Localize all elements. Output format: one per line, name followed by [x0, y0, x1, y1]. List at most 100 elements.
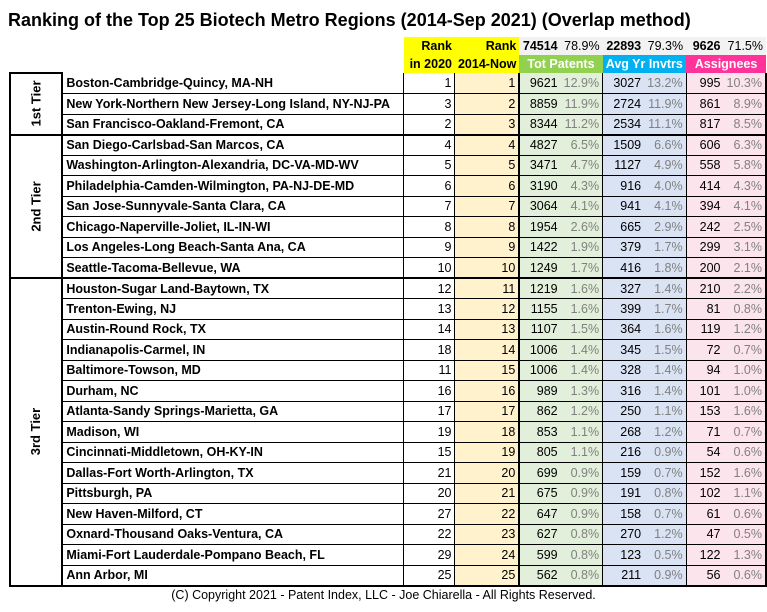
cell-asg: 72 — [686, 340, 723, 361]
cell-pat: 862 — [519, 401, 560, 422]
cell-pat: 1155 — [519, 299, 560, 320]
cell-invp: 0.7% — [644, 504, 686, 525]
cell-inv: 1127 — [603, 155, 645, 176]
cell-rnow: 17 — [455, 401, 519, 422]
cell-patp: 0.8% — [561, 524, 603, 545]
table-row: San Francisco-Oakland-Fremont, CA2383441… — [10, 114, 766, 135]
cell-patp: 1.1% — [561, 442, 603, 463]
cell-inv: 941 — [603, 196, 645, 217]
ranking-table: Rank Rank 74514 78.9% 22893 79.3% 9626 7… — [9, 37, 767, 587]
rank-2020-label: in 2020 — [404, 55, 455, 73]
cell-pat: 1249 — [519, 258, 560, 279]
cell-asg: 153 — [686, 401, 723, 422]
table-row: Atlanta-Sandy Springs-Marietta, GA171786… — [10, 401, 766, 422]
cell-r2020: 19 — [404, 422, 455, 443]
assignees-header: Assignees — [686, 55, 766, 73]
cell-pat: 9621 — [519, 73, 560, 94]
cell-invp: 4.1% — [644, 196, 686, 217]
cell-rnow: 5 — [455, 155, 519, 176]
cell-patp: 1.1% — [561, 422, 603, 443]
cell-pat: 3471 — [519, 155, 560, 176]
cell-r2020: 12 — [404, 278, 455, 299]
cell-asg: 995 — [686, 73, 723, 94]
cell-r2020: 27 — [404, 504, 455, 525]
cell-asg: 61 — [686, 504, 723, 525]
cell-asg: 47 — [686, 524, 723, 545]
cell-invp: 0.7% — [644, 463, 686, 484]
cell-rnow: 9 — [455, 237, 519, 258]
cell-pat: 1954 — [519, 217, 560, 238]
copyright-footer: (C) Copyright 2021 - Patent Index, LLC -… — [0, 588, 767, 602]
cell-asgp: 0.7% — [724, 422, 766, 443]
table-row: Seattle-Tacoma-Bellevue, WA101012491.7%4… — [10, 258, 766, 279]
cell-patp: 0.8% — [561, 565, 603, 586]
cell-inv: 216 — [603, 442, 645, 463]
table-row: 2nd TierSan Diego-Carlsbad-San Marcos, C… — [10, 135, 766, 156]
cell-inv: 2534 — [603, 114, 645, 135]
cell-pat: 1006 — [519, 340, 560, 361]
cell-asg: 81 — [686, 299, 723, 320]
cell-patp: 4.1% — [561, 196, 603, 217]
cell-patp: 11.9% — [561, 94, 603, 115]
cell-rnow: 24 — [455, 545, 519, 566]
cell-rnow: 10 — [455, 258, 519, 279]
cell-invp: 1.2% — [644, 524, 686, 545]
region-name: New Haven-Milford, CT — [62, 504, 403, 525]
cell-patp: 4.7% — [561, 155, 603, 176]
cell-patp: 1.3% — [561, 381, 603, 402]
region-name: Pittsburgh, PA — [62, 483, 403, 504]
cell-asg: 242 — [686, 217, 723, 238]
cell-asgp: 4.1% — [724, 196, 766, 217]
tier-label: 3rd Tier — [10, 278, 62, 586]
cell-asg: 200 — [686, 258, 723, 279]
cell-r2020: 5 — [404, 155, 455, 176]
assignees-total-pct: 71.5% — [724, 37, 766, 55]
cell-inv: 916 — [603, 176, 645, 197]
region-name: San Francisco-Oakland-Fremont, CA — [62, 114, 403, 135]
cell-inv: 268 — [603, 422, 645, 443]
cell-rnow: 1 — [455, 73, 519, 94]
cell-asgp: 2.2% — [724, 278, 766, 299]
cell-asgp: 8.9% — [724, 94, 766, 115]
region-name: Durham, NC — [62, 381, 403, 402]
cell-patp: 0.9% — [561, 463, 603, 484]
inventors-header: Avg Yr Invtrs — [603, 55, 686, 73]
cell-rnow: 12 — [455, 299, 519, 320]
region-name: Philadelphia-Camden-Wilmington, PA-NJ-DE… — [62, 176, 403, 197]
region-name: Cincinnati-Middletown, OH-KY-IN — [62, 442, 403, 463]
cell-inv: 2724 — [603, 94, 645, 115]
cell-pat: 562 — [519, 565, 560, 586]
cell-asgp: 1.1% — [724, 483, 766, 504]
cell-r2020: 15 — [404, 442, 455, 463]
cell-r2020: 1 — [404, 73, 455, 94]
region-name: Baltimore-Towson, MD — [62, 360, 403, 381]
cell-patp: 1.4% — [561, 360, 603, 381]
cell-inv: 123 — [603, 545, 645, 566]
table-row: Washington-Arlington-Alexandria, DC-VA-M… — [10, 155, 766, 176]
cell-rnow: 13 — [455, 319, 519, 340]
cell-r2020: 21 — [404, 463, 455, 484]
cell-r2020: 8 — [404, 217, 455, 238]
cell-r2020: 6 — [404, 176, 455, 197]
cell-rnow: 16 — [455, 381, 519, 402]
tier-label-text: 1st Tier — [29, 81, 44, 127]
cell-asg: 210 — [686, 278, 723, 299]
cell-invp: 0.9% — [644, 565, 686, 586]
table-row: Los Angeles-Long Beach-Santa Ana, CA9914… — [10, 237, 766, 258]
cell-patp: 1.9% — [561, 237, 603, 258]
cell-inv: 270 — [603, 524, 645, 545]
cell-pat: 4827 — [519, 135, 560, 156]
cell-pat: 805 — [519, 442, 560, 463]
cell-invp: 1.1% — [644, 401, 686, 422]
rank-label-2: Rank — [455, 37, 519, 55]
tier-label-text: 3rd Tier — [29, 408, 44, 455]
cell-rnow: 23 — [455, 524, 519, 545]
region-name: Washington-Arlington-Alexandria, DC-VA-M… — [62, 155, 403, 176]
cell-asg: 94 — [686, 360, 723, 381]
cell-inv: 211 — [603, 565, 645, 586]
header-row-2: in 2020 2014-Now Tot Patents Avg Yr Invt… — [10, 55, 766, 73]
table-row: 3rd TierHouston-Sugar Land-Baytown, TX12… — [10, 278, 766, 299]
cell-r2020: 20 — [404, 483, 455, 504]
cell-rnow: 15 — [455, 360, 519, 381]
cell-asg: 119 — [686, 319, 723, 340]
